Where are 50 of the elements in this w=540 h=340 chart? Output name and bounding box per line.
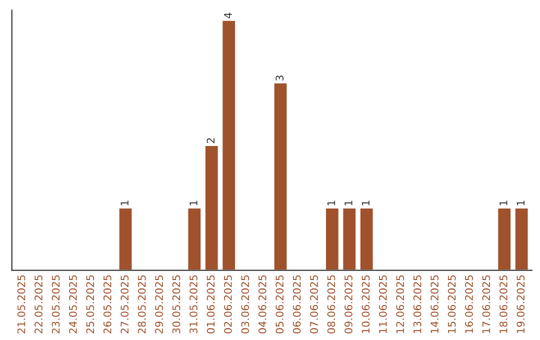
x-tick-label: 07.06.2025 [310, 275, 318, 334]
x-tick-label: 11.06.2025 [378, 275, 387, 333]
x-tick-label: 06.06.2025 [292, 275, 301, 334]
bar [496, 207, 512, 270]
x-tick-label: 29.05.2025 [155, 275, 163, 334]
x-tick-label: 01.06.2025 [206, 275, 215, 334]
x-tick-label: 21.05.2025 [17, 275, 26, 334]
x-tick-label: 30.05.2025 [172, 275, 180, 334]
x-tick-label: 17.06.2025 [482, 275, 490, 333]
x-tick-label: 23.05.2025 [52, 275, 60, 334]
bar [324, 207, 340, 270]
bar [186, 207, 202, 270]
bar [272, 82, 288, 270]
bar [118, 207, 134, 270]
data-label: 1 [190, 200, 198, 206]
x-tick-label: 08.06.2025 [327, 275, 336, 334]
x-tick-label: 24.05.2025 [69, 275, 77, 334]
data-label: 2 [206, 138, 214, 144]
data-label: 1 [362, 200, 370, 206]
data-label: 1 [344, 200, 352, 206]
data-label: 3 [276, 76, 284, 81]
x-tick-label: 15.06.2025 [448, 275, 456, 333]
x-tick-label: 18.06.2025 [499, 275, 508, 333]
bar [221, 20, 236, 270]
bar [514, 207, 530, 270]
x-tick-label: 10.06.2025 [362, 275, 370, 333]
x-tick-label: 13.06.2025 [413, 275, 422, 333]
x-tick-label: 12.06.2025 [396, 275, 404, 333]
x-tick-label: 14.06.2025 [430, 275, 438, 333]
x-tick-label: 31.05.2025 [190, 275, 198, 334]
bar [342, 207, 357, 270]
x-tick-label: 26.05.2025 [103, 275, 112, 334]
x-tick-label: 09.06.2025 [344, 275, 352, 334]
x-tick-label: 05.06.2025 [276, 275, 284, 334]
x-tick-label: 22.05.2025 [34, 275, 42, 334]
data-label: 1 [120, 200, 128, 206]
x-tick-label: 25.05.2025 [86, 275, 94, 334]
x-tick-label: 19.06.2025 [516, 275, 525, 333]
x-tick-label: 27.05.2025 [120, 275, 129, 334]
data-label: 1 [516, 200, 524, 206]
data-label: 1 [327, 200, 336, 206]
x-tick-label: 28.05.2025 [138, 275, 146, 334]
data-label: 1 [500, 200, 508, 206]
data-label: 4 [224, 12, 232, 18]
x-tick-label: 02.06.2025 [224, 275, 232, 334]
bar [359, 207, 374, 270]
x-tick-label: 04.06.2025 [258, 275, 266, 334]
bar [204, 144, 220, 270]
x-tick-label: 16.06.2025 [465, 275, 473, 333]
x-tick-label: 03.06.2025 [241, 275, 250, 334]
